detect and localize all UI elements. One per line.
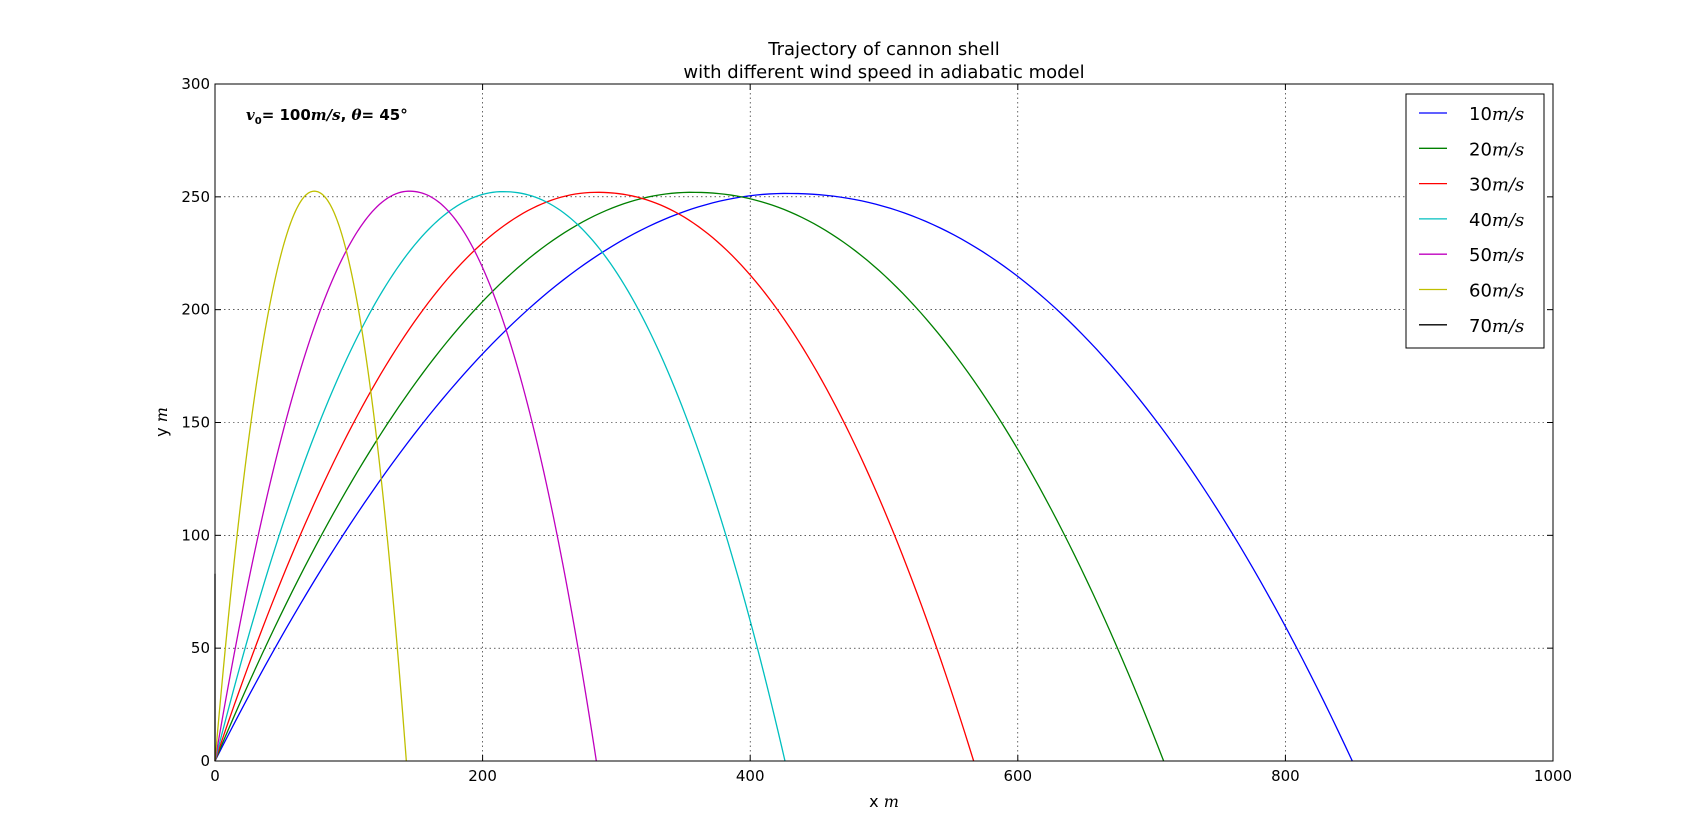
series-line-20 (214, 191, 1165, 762)
y-tick-label: 150 (181, 414, 210, 432)
legend-label-20: 20m/s (1469, 139, 1524, 160)
legend-label-60: 60m/s (1469, 281, 1524, 302)
x-tick-label: 600 (1003, 767, 1032, 785)
legend-label-40: 40m/s (1469, 210, 1524, 231)
y-tick-label: 0 (200, 752, 210, 770)
x-tick-label: 0 (210, 767, 220, 785)
chart-title-line2: with different wind speed in adiabatic m… (683, 62, 1084, 83)
x-axis-label: x m (869, 792, 899, 811)
x-tick-label: 200 (468, 767, 497, 785)
series-line-40 (214, 190, 786, 762)
x-tick-label: 1000 (1534, 767, 1572, 785)
legend-label-30: 30m/s (1469, 175, 1524, 196)
y-tick-label: 200 (181, 301, 210, 319)
legend-label-50: 50m/s (1469, 245, 1524, 266)
legend-label-70: 70m/s (1469, 316, 1524, 337)
x-tick-label: 800 (1271, 767, 1300, 785)
plot-frame (214, 83, 1554, 762)
y-tick-label: 100 (181, 526, 210, 544)
y-tick-label: 300 (181, 75, 210, 93)
legend: 10m/s 20m/s 30m/s 40m/s 50m/s 60m/s 70m/s (1405, 93, 1545, 349)
parameter-annotation: v0= 100m/s, θ= 45° (246, 106, 408, 127)
y-tick-label: 250 (181, 188, 210, 206)
grid-lines (215, 84, 1553, 761)
chart-title-line1: Trajectory of cannon shell (767, 39, 999, 60)
series-line-10 (214, 192, 1353, 762)
legend-box (1405, 93, 1545, 349)
series-line-50 (214, 190, 597, 762)
x-tick-label: 400 (736, 767, 765, 785)
series-line-30 (214, 191, 975, 762)
legend-label-10: 10m/s (1469, 104, 1524, 125)
axis-ticks: 0 200 400 600 800 1000 0 50 100 150 200 250 300 (181, 75, 1572, 785)
y-axis-label: y m (152, 407, 171, 437)
series-line-60 (214, 190, 407, 762)
y-tick-label: 50 (191, 639, 210, 657)
series-lines (214, 190, 1353, 762)
